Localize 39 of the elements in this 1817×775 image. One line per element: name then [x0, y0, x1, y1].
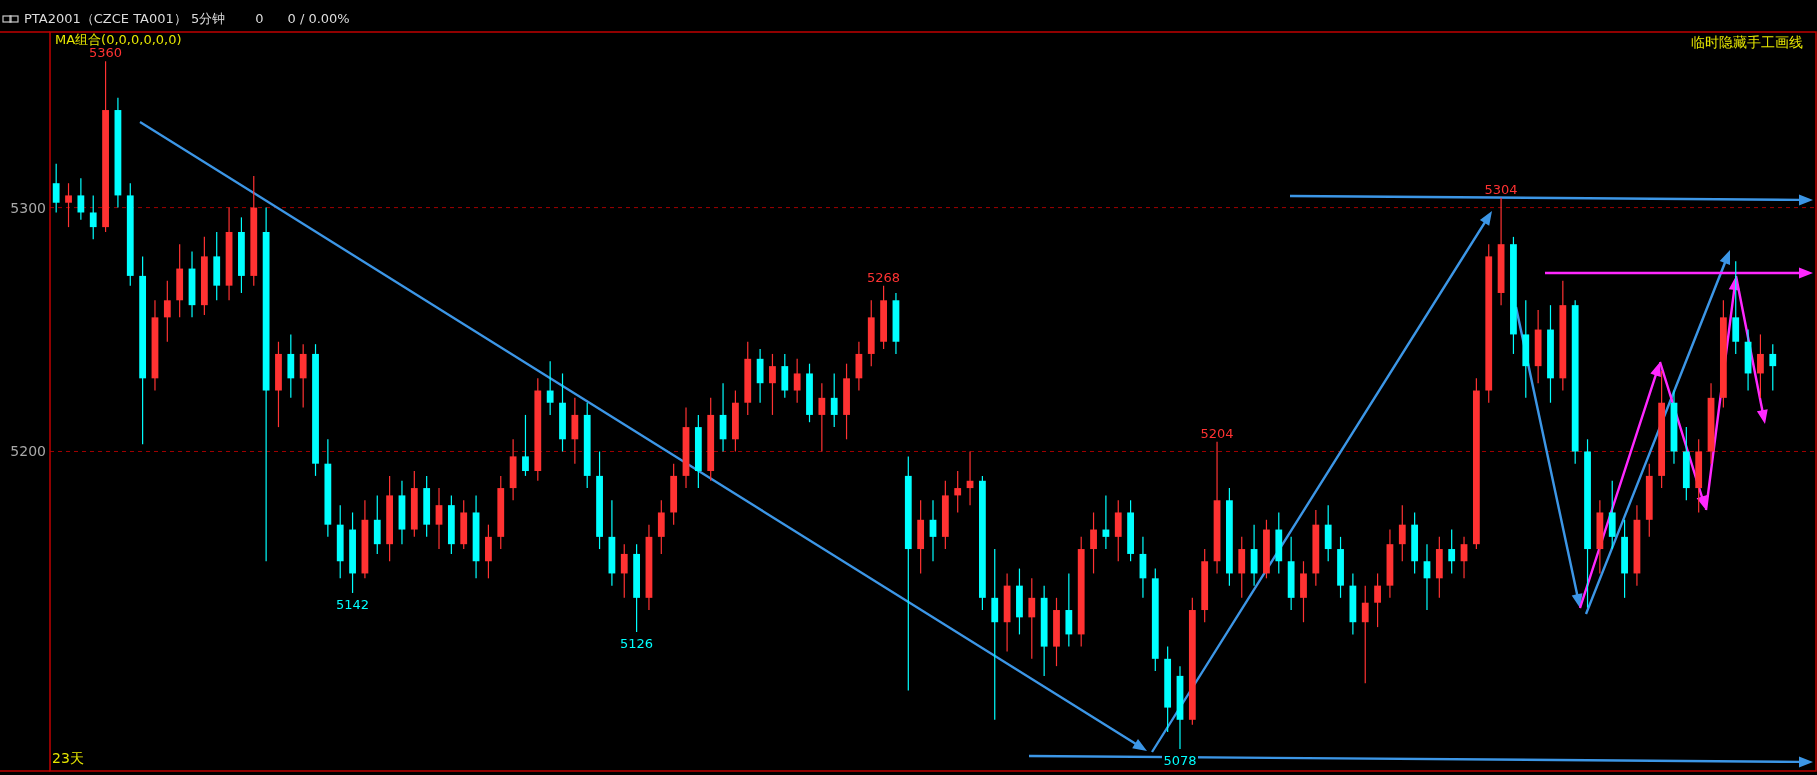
- candlestick: [435, 487, 443, 550]
- candlestick: [991, 548, 999, 721]
- candlestick: [1102, 494, 1110, 550]
- candlestick: [1448, 528, 1456, 575]
- chart-title: PTA2001（CZCE TA001） 5分钟: [24, 11, 226, 26]
- annotation: 5268: [867, 269, 901, 285]
- candlestick: [1769, 343, 1777, 392]
- candlestick: [163, 280, 171, 343]
- candlestick: [546, 360, 554, 416]
- candlestick: [52, 163, 60, 214]
- candlestick: [769, 353, 776, 416]
- candlestick: [77, 177, 85, 221]
- candlestick: [1757, 333, 1764, 399]
- annotation: 5078: [1163, 753, 1197, 769]
- candlestick: [620, 543, 628, 599]
- annotation: 23天: [52, 750, 84, 766]
- candlestick: [830, 372, 838, 428]
- candlestick: [793, 358, 801, 404]
- candlestick: [1028, 577, 1036, 660]
- candlestick: [522, 414, 529, 477]
- annotation: 5126: [620, 635, 654, 651]
- text: 0: [255, 11, 264, 26]
- candlestick: [1090, 511, 1097, 575]
- candlestick: [1361, 585, 1369, 684]
- candlestick: [1398, 504, 1406, 562]
- candlestick: [65, 182, 72, 228]
- y-tick-label: 5200: [10, 443, 46, 460]
- chart-subtitle: MA组合(0,0,0,0,0,0): [55, 32, 182, 47]
- y-tick-label: 5300: [10, 199, 46, 216]
- annotation: 5360: [89, 45, 123, 61]
- candlestick: [89, 194, 97, 240]
- annotation: 5204: [1200, 425, 1234, 441]
- text: 0 / 0.00%: [287, 11, 350, 26]
- annotation: 5142: [336, 596, 370, 612]
- annotation: 5304: [1484, 181, 1518, 197]
- annotation: 临时隐藏手工画线: [1691, 34, 1803, 50]
- candlestick: [818, 382, 826, 453]
- candlestick: [954, 470, 962, 514]
- candlestick: [1374, 572, 1381, 628]
